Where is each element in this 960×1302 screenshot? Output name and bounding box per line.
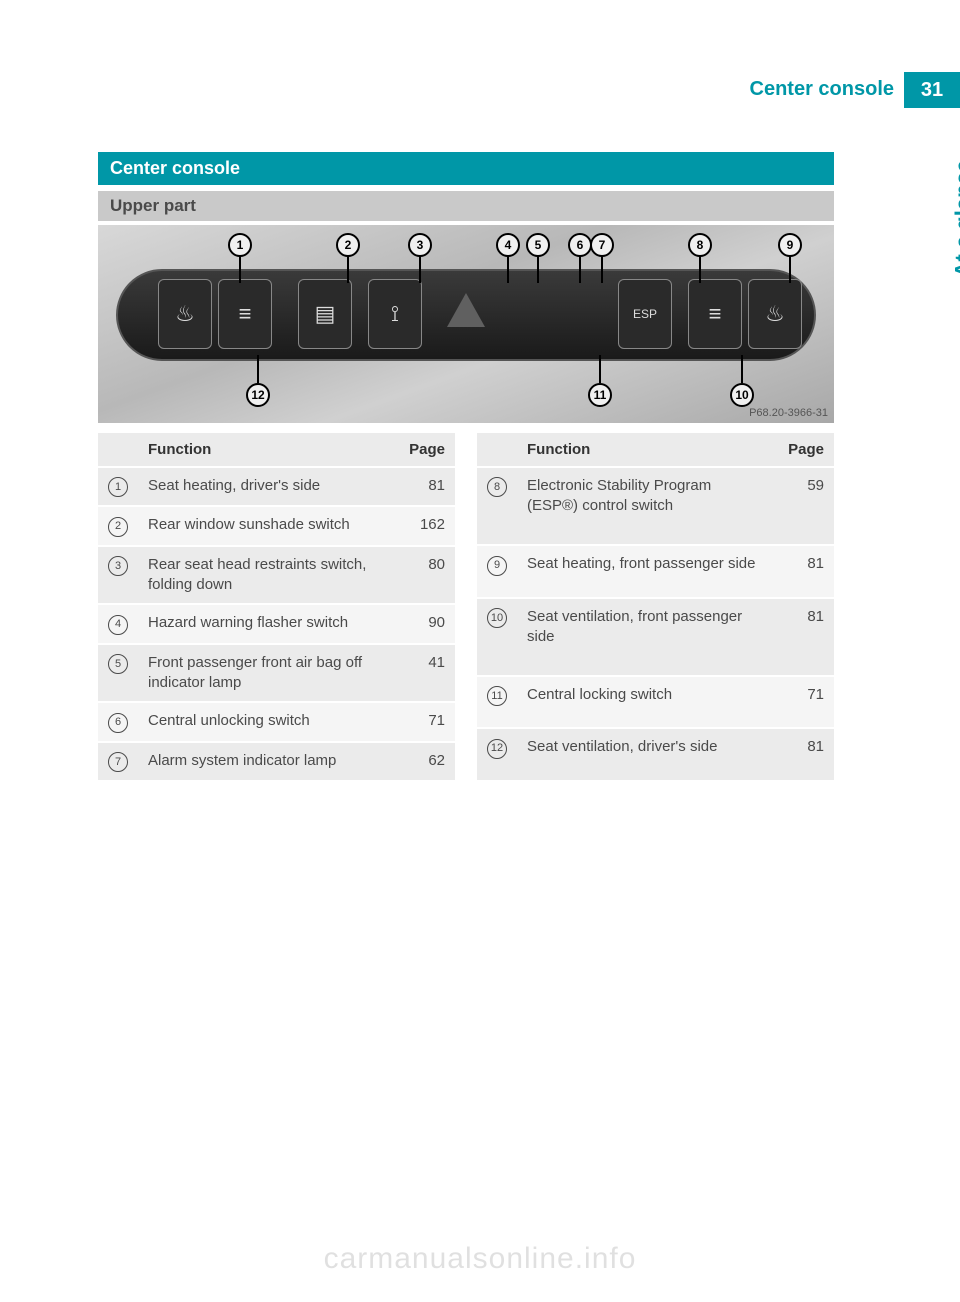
ref-cell: 2 bbox=[98, 506, 138, 545]
page-number: 31 bbox=[904, 72, 960, 108]
ref-cell: 12 bbox=[477, 728, 517, 781]
table-row: 3 Rear seat head restraints switch, foldi… bbox=[98, 546, 455, 605]
page-cell: 162 bbox=[395, 506, 455, 545]
function-cell: Central unlocking switch bbox=[138, 702, 395, 741]
page-cell: 71 bbox=[774, 676, 834, 729]
function-cell: Rear window sunshade switch bbox=[138, 506, 395, 545]
ref-cell: 8 bbox=[477, 467, 517, 545]
ref-number-icon: 7 bbox=[108, 752, 128, 772]
page-cell: 41 bbox=[395, 644, 455, 703]
table-header-function: Function bbox=[138, 433, 395, 467]
table-header-blank bbox=[98, 433, 138, 467]
console-button-icon: ♨ bbox=[748, 279, 802, 349]
function-cell: Rear seat head restraints switch, foldin… bbox=[138, 546, 395, 605]
function-tables: Function Page 1 Seat heating, driver's si… bbox=[98, 433, 834, 782]
ref-number-icon: 10 bbox=[487, 608, 507, 628]
page-cell: 81 bbox=[774, 598, 834, 676]
ref-number-icon: 6 bbox=[108, 713, 128, 733]
ref-cell: 10 bbox=[477, 598, 517, 676]
callout-marker: 7 bbox=[590, 233, 614, 257]
page-header: Center console 31 bbox=[750, 72, 960, 108]
ref-cell: 9 bbox=[477, 545, 517, 598]
callout-marker: 2 bbox=[336, 233, 360, 257]
section-title: Center console bbox=[98, 152, 834, 185]
table-row: 2 Rear window sunshade switch162 bbox=[98, 506, 455, 545]
page-cell: 71 bbox=[395, 702, 455, 741]
function-cell: Front passenger front air bag off indica… bbox=[138, 644, 395, 703]
table-row: 7 Alarm system indicator lamp62 bbox=[98, 742, 455, 781]
function-cell: Seat ventilation, front passenger side bbox=[517, 598, 774, 676]
callout-marker: 11 bbox=[588, 383, 612, 407]
ref-number-icon: 2 bbox=[108, 517, 128, 537]
console-button-icon: ESP bbox=[618, 279, 672, 349]
ref-cell: 3 bbox=[98, 546, 138, 605]
page-cell: 62 bbox=[395, 742, 455, 781]
table-header-page: Page bbox=[774, 433, 834, 467]
ref-cell: 4 bbox=[98, 604, 138, 643]
table-header-function: Function bbox=[517, 433, 774, 467]
callout-marker: 10 bbox=[730, 383, 754, 407]
console-button-icon: ≡ bbox=[218, 279, 272, 349]
function-cell: Hazard warning flasher switch bbox=[138, 604, 395, 643]
function-cell: Seat heating, driver's side bbox=[138, 467, 395, 506]
page-cell: 90 bbox=[395, 604, 455, 643]
table-row: 4 Hazard warning flasher switch90 bbox=[98, 604, 455, 643]
function-table-left: Function Page 1 Seat heating, driver's si… bbox=[98, 433, 455, 782]
ref-cell: 6 bbox=[98, 702, 138, 741]
diagram-reference: P68.20-3966-31 bbox=[749, 407, 828, 419]
ref-number-icon: 9 bbox=[487, 556, 507, 576]
callout-marker: 9 bbox=[778, 233, 802, 257]
console-button-icon: ♨ bbox=[158, 279, 212, 349]
ref-number-icon: 3 bbox=[108, 556, 128, 576]
table-row: 8 Electronic Stability Program (ESP®) con… bbox=[477, 467, 834, 545]
main-content: Center console Upper part ♨≡▤⟟ESP≡♨ 1234… bbox=[98, 152, 834, 782]
console-button-icon: ≡ bbox=[688, 279, 742, 349]
side-tab-label: At a glance bbox=[950, 160, 960, 277]
function-cell: Electronic Stability Program (ESP®) cont… bbox=[517, 467, 774, 545]
function-table-right: Function Page 8 Electronic Stability Prog… bbox=[477, 433, 834, 782]
header-title: Center console bbox=[750, 72, 904, 108]
page-cell: 80 bbox=[395, 546, 455, 605]
ref-cell: 7 bbox=[98, 742, 138, 781]
table-row: 10 Seat ventilation, front passenger side… bbox=[477, 598, 834, 676]
console-button-icon: ⟟ bbox=[368, 279, 422, 349]
table-header-page: Page bbox=[395, 433, 455, 467]
ref-number-icon: 4 bbox=[108, 615, 128, 635]
function-cell: Seat heating, front passenger side bbox=[517, 545, 774, 598]
callout-marker: 1 bbox=[228, 233, 252, 257]
ref-cell: 5 bbox=[98, 644, 138, 703]
page-cell: 81 bbox=[395, 467, 455, 506]
callout-marker: 8 bbox=[688, 233, 712, 257]
ref-number-icon: 12 bbox=[487, 739, 507, 759]
function-cell: Alarm system indicator lamp bbox=[138, 742, 395, 781]
console-button-icon: ▤ bbox=[298, 279, 352, 349]
watermark: carmanualsonline.info bbox=[324, 1242, 637, 1276]
page-cell: 81 bbox=[774, 545, 834, 598]
ref-number-icon: 8 bbox=[487, 477, 507, 497]
subsection-title: Upper part bbox=[98, 191, 834, 221]
callout-marker: 6 bbox=[568, 233, 592, 257]
table-row: 5 Front passenger front air bag off indic… bbox=[98, 644, 455, 703]
ref-number-icon: 5 bbox=[108, 654, 128, 674]
callout-marker: 3 bbox=[408, 233, 432, 257]
table-row: 6 Central unlocking switch71 bbox=[98, 702, 455, 741]
page-cell: 81 bbox=[774, 728, 834, 781]
console-diagram: ♨≡▤⟟ESP≡♨ 123456789121110 P68.20-3966-31 bbox=[98, 225, 834, 423]
ref-cell: 1 bbox=[98, 467, 138, 506]
function-cell: Seat ventilation, driver's side bbox=[517, 728, 774, 781]
callout-marker: 12 bbox=[246, 383, 270, 407]
table-row: 11 Central locking switch71 bbox=[477, 676, 834, 729]
callout-marker: 4 bbox=[496, 233, 520, 257]
callout-marker: 5 bbox=[526, 233, 550, 257]
table-row: 1 Seat heating, driver's side81 bbox=[98, 467, 455, 506]
ref-cell: 11 bbox=[477, 676, 517, 729]
table-row: 9 Seat heating, front passenger side81 bbox=[477, 545, 834, 598]
table-header-blank bbox=[477, 433, 517, 467]
table-row: 12 Seat ventilation, driver's side81 bbox=[477, 728, 834, 781]
ref-number-icon: 11 bbox=[487, 686, 507, 706]
page-cell: 59 bbox=[774, 467, 834, 545]
function-cell: Central locking switch bbox=[517, 676, 774, 729]
ref-number-icon: 1 bbox=[108, 477, 128, 497]
